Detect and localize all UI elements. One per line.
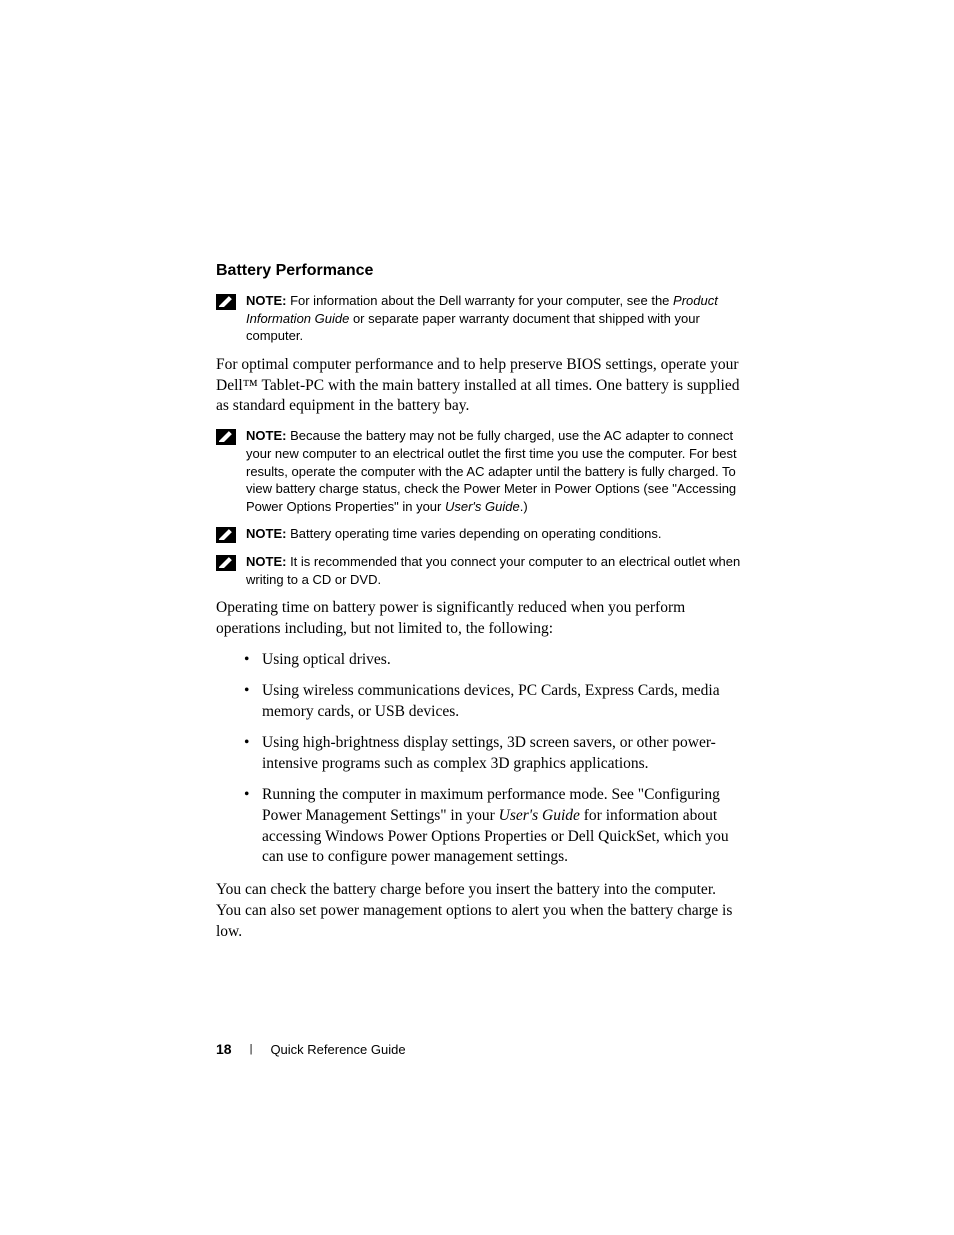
note-pencil-icon bbox=[216, 527, 236, 543]
body-paragraph-2: Operating time on battery power is signi… bbox=[216, 598, 744, 640]
note-1-part1: For information about the Dell warranty … bbox=[286, 293, 673, 308]
note-text-3: NOTE: Battery operating time varies depe… bbox=[246, 525, 662, 543]
note-label: NOTE: bbox=[246, 428, 286, 443]
note-2-part2: .) bbox=[520, 499, 528, 514]
note-pencil-icon bbox=[216, 294, 236, 310]
note-text-4: NOTE: It is recommended that you connect… bbox=[246, 553, 744, 588]
note-text-2: NOTE: Because the battery may not be ful… bbox=[246, 427, 744, 515]
list-item: Using high-brightness display settings, … bbox=[244, 733, 744, 775]
bullet-4-italic: User's Guide bbox=[499, 807, 580, 824]
note-4-text: It is recommended that you connect your … bbox=[246, 554, 740, 587]
list-item: Using wireless communications devices, P… bbox=[244, 681, 744, 723]
note-label: NOTE: bbox=[246, 554, 286, 569]
bullet-list: Using optical drives. Using wireless com… bbox=[216, 650, 744, 868]
note-2-italic: User's Guide bbox=[445, 499, 520, 514]
body-paragraph-3: You can check the battery charge before … bbox=[216, 880, 744, 943]
note-label: NOTE: bbox=[246, 526, 286, 541]
section-heading: Battery Performance bbox=[216, 262, 744, 280]
note-3-text: Battery operating time varies depending … bbox=[286, 526, 661, 541]
note-text-1: NOTE: For information about the Dell war… bbox=[246, 292, 744, 345]
page-content: Battery Performance NOTE: For informatio… bbox=[0, 0, 954, 943]
note-label: NOTE: bbox=[246, 293, 286, 308]
list-item: Running the computer in maximum performa… bbox=[244, 785, 744, 869]
list-item: Using optical drives. bbox=[244, 650, 744, 671]
body-paragraph-1: For optimal computer performance and to … bbox=[216, 355, 744, 418]
note-pencil-icon bbox=[216, 429, 236, 445]
note-block-2: NOTE: Because the battery may not be ful… bbox=[216, 427, 744, 515]
note-block-1: NOTE: For information about the Dell war… bbox=[216, 292, 744, 345]
page-number: 18 bbox=[216, 1041, 232, 1057]
note-block-4: NOTE: It is recommended that you connect… bbox=[216, 553, 744, 588]
note-block-3: NOTE: Battery operating time varies depe… bbox=[216, 525, 744, 543]
footer-separator: | bbox=[250, 1043, 253, 1055]
footer-title: Quick Reference Guide bbox=[270, 1042, 405, 1057]
page-footer: 18 | Quick Reference Guide bbox=[216, 1041, 406, 1057]
note-pencil-icon bbox=[216, 555, 236, 571]
